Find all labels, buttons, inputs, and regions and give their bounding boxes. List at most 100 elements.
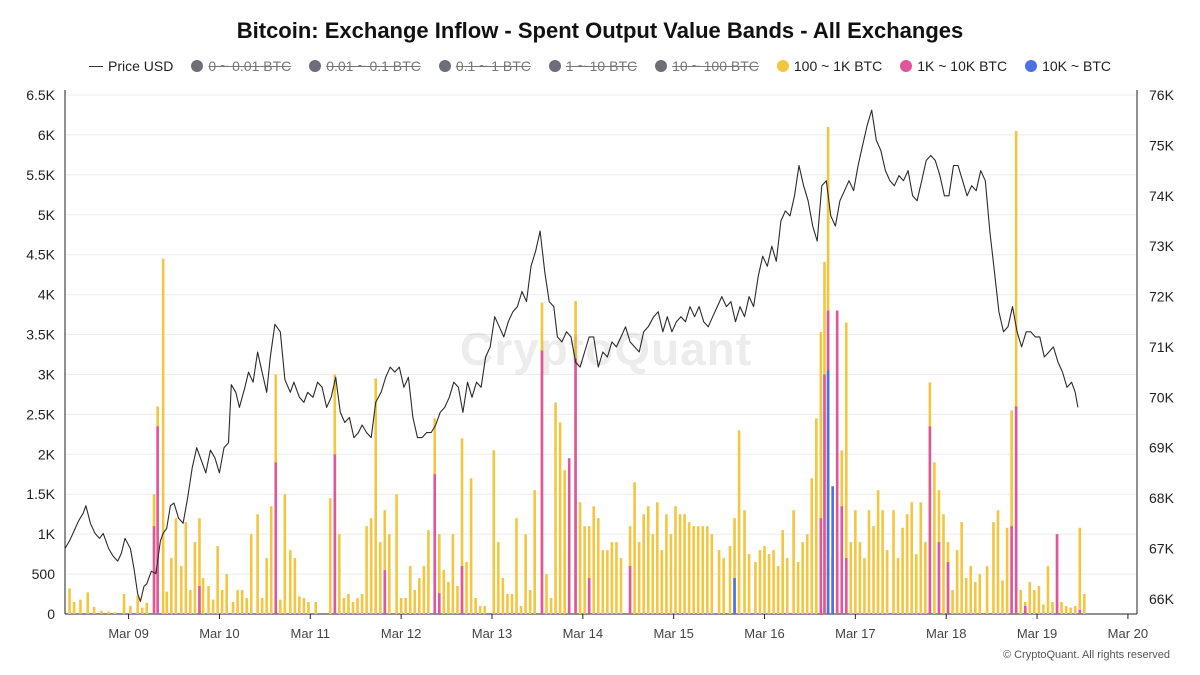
legend-item-7[interactable]: 1K ~ 10K BTC	[900, 58, 1007, 74]
left-tick-label: 6K	[38, 127, 56, 143]
bar-100-1k-btc	[408, 566, 412, 614]
bar-1k-10k-btc	[1055, 534, 1059, 614]
bar-100-1k-btc	[1001, 580, 1004, 614]
bar-100-1k-btc	[642, 514, 645, 614]
bar-100-1k-btc	[743, 510, 746, 614]
legend-swatch	[438, 60, 451, 72]
bar-1k-10k-btc	[437, 593, 441, 614]
bar-1k-10k-btc	[540, 350, 544, 614]
legend-label: 0 ~ 0.01 BTC	[208, 58, 292, 74]
bar-100-1k-btc	[225, 574, 229, 614]
legend: Price USD 0 ~ 0.01 BTC 0.01 ~ 0.1 BTC 0.1 ~…	[0, 58, 1200, 74]
bar-100-1k-btc	[772, 550, 775, 614]
x-tick-label: Mar 11	[291, 626, 331, 641]
bar-1k-10k-btc	[928, 426, 932, 614]
bar-100-1k-btc	[1028, 582, 1032, 614]
bar-100-1k-btc	[545, 574, 548, 614]
bar-100-1k-btc	[996, 510, 1000, 614]
bar-100-1k-btc	[563, 470, 566, 614]
right-tick-label: 70K	[1149, 389, 1175, 405]
left-tick-label: 2.5K	[26, 406, 55, 422]
bar-100-1k-btc	[615, 542, 618, 614]
bar-100-1k-btc	[451, 534, 455, 614]
bar-100-1k-btc	[985, 566, 989, 614]
bar-100-1k-btc	[378, 542, 382, 614]
legend-item-4[interactable]: 1 ~ 10 BTC	[548, 58, 637, 74]
bar-100-1k-btc	[231, 602, 235, 614]
bar-1k-10k-btc	[819, 518, 823, 614]
bar-100-1k-btc	[660, 550, 664, 614]
left-tick-label: 5.5K	[26, 167, 55, 183]
bar-100-1k-btc	[696, 526, 700, 614]
legend-item-3[interactable]: 0.1 ~ 1 BTC	[438, 58, 531, 74]
legend-item-0[interactable]: Price USD	[89, 58, 173, 74]
bar-100-1k-btc	[964, 578, 968, 614]
bar-100-1k-btc	[140, 607, 144, 614]
bar-100-1k-btc	[1051, 602, 1054, 614]
bar-100-1k-btc	[260, 598, 264, 614]
legend-item-1[interactable]: 0 ~ 0.01 BTC	[191, 58, 291, 74]
bar-100-1k-btc	[107, 611, 110, 614]
bar-100-1k-btc	[849, 542, 853, 614]
legend-item-5[interactable]: 10 ~ 100 BTC	[655, 58, 759, 74]
legend-swatch	[309, 60, 322, 72]
watermark: CryptoQuant	[460, 323, 753, 375]
bar-100-1k-btc	[497, 542, 500, 614]
bar-100-1k-btc	[737, 430, 741, 614]
bar-100-1k-btc	[189, 590, 192, 614]
bar-1k-10k-btc	[844, 558, 848, 614]
bar-100-1k-btc	[674, 506, 677, 614]
bar-100-1k-btc	[905, 514, 909, 614]
legend-label: 1K ~ 10K BTC	[917, 58, 1008, 74]
bar-100-1k-btc	[942, 514, 945, 614]
bar-100-1k-btc	[437, 534, 441, 614]
right-tick-label: 68K	[1149, 490, 1175, 506]
bar-100-1k-btc	[68, 588, 71, 614]
x-tick-label: Mar 10	[199, 626, 239, 641]
bar-100-1k-btc	[298, 596, 301, 614]
legend-label: 0.01 ~ 0.1 BTC	[326, 58, 421, 74]
bar-1k-10k-btc	[333, 454, 337, 614]
left-tick-label: 5K	[38, 207, 56, 223]
x-tick-label: Mar 20	[1108, 626, 1148, 641]
bar-100-1k-btc	[919, 502, 923, 614]
legend-swatch	[191, 60, 204, 72]
bar-1k-10k-btc	[383, 570, 387, 614]
bar-100-1k-btc	[969, 566, 973, 614]
left-tick-label: 6.5K	[26, 87, 55, 103]
bar-100-1k-btc	[646, 506, 650, 614]
bar-100-1k-btc	[307, 602, 310, 614]
legend-item-2[interactable]: 0.01 ~ 0.1 BTC	[309, 58, 421, 74]
bar-100-1k-btc	[701, 526, 705, 614]
bar-100-1k-btc	[960, 522, 963, 614]
bar-100-1k-btc	[72, 602, 76, 614]
bar-1k-10k-btc	[1078, 610, 1082, 614]
bar-100-1k-btc	[854, 510, 857, 614]
legend-item-6[interactable]: 100 ~ 1K BTC	[776, 58, 882, 74]
legend-item-8[interactable]: 10K ~ BTC	[1025, 58, 1111, 74]
bar-100-1k-btc	[665, 514, 668, 614]
left-tick-label: 4.5K	[26, 247, 55, 263]
x-axis: Mar 09 Mar 10 Mar 11 Mar 12 Mar 13 Mar 14 Mar …	[65, 613, 1148, 641]
bar-100-1k-btc	[460, 438, 464, 614]
bar-100-1k-btc	[558, 422, 562, 614]
bar-100-1k-btc	[815, 418, 818, 614]
bar-100-1k-btc	[819, 332, 823, 614]
bar-100-1k-btc	[776, 566, 780, 614]
bar-10k-btc	[733, 578, 736, 614]
bar-100-1k-btc	[113, 612, 117, 614]
bar-100-1k-btc	[805, 534, 809, 614]
x-tick-label: Mar 09	[108, 626, 148, 641]
left-tick-label: 2K	[38, 446, 56, 462]
bar-1k-10k-btc	[1014, 406, 1018, 614]
bar-100-1k-btc	[754, 562, 757, 614]
bar-100-1k-btc	[201, 578, 205, 614]
bar-100-1k-btc	[269, 506, 273, 614]
bar-100-1k-btc	[456, 586, 459, 614]
bar-100-1k-btc	[169, 558, 173, 614]
bar-100-1k-btc	[910, 502, 913, 614]
bar-100-1k-btc	[992, 522, 995, 614]
bar-100-1k-btc	[442, 570, 446, 614]
bar-100-1k-btc	[193, 542, 197, 614]
bar-100-1k-btc	[465, 562, 468, 614]
